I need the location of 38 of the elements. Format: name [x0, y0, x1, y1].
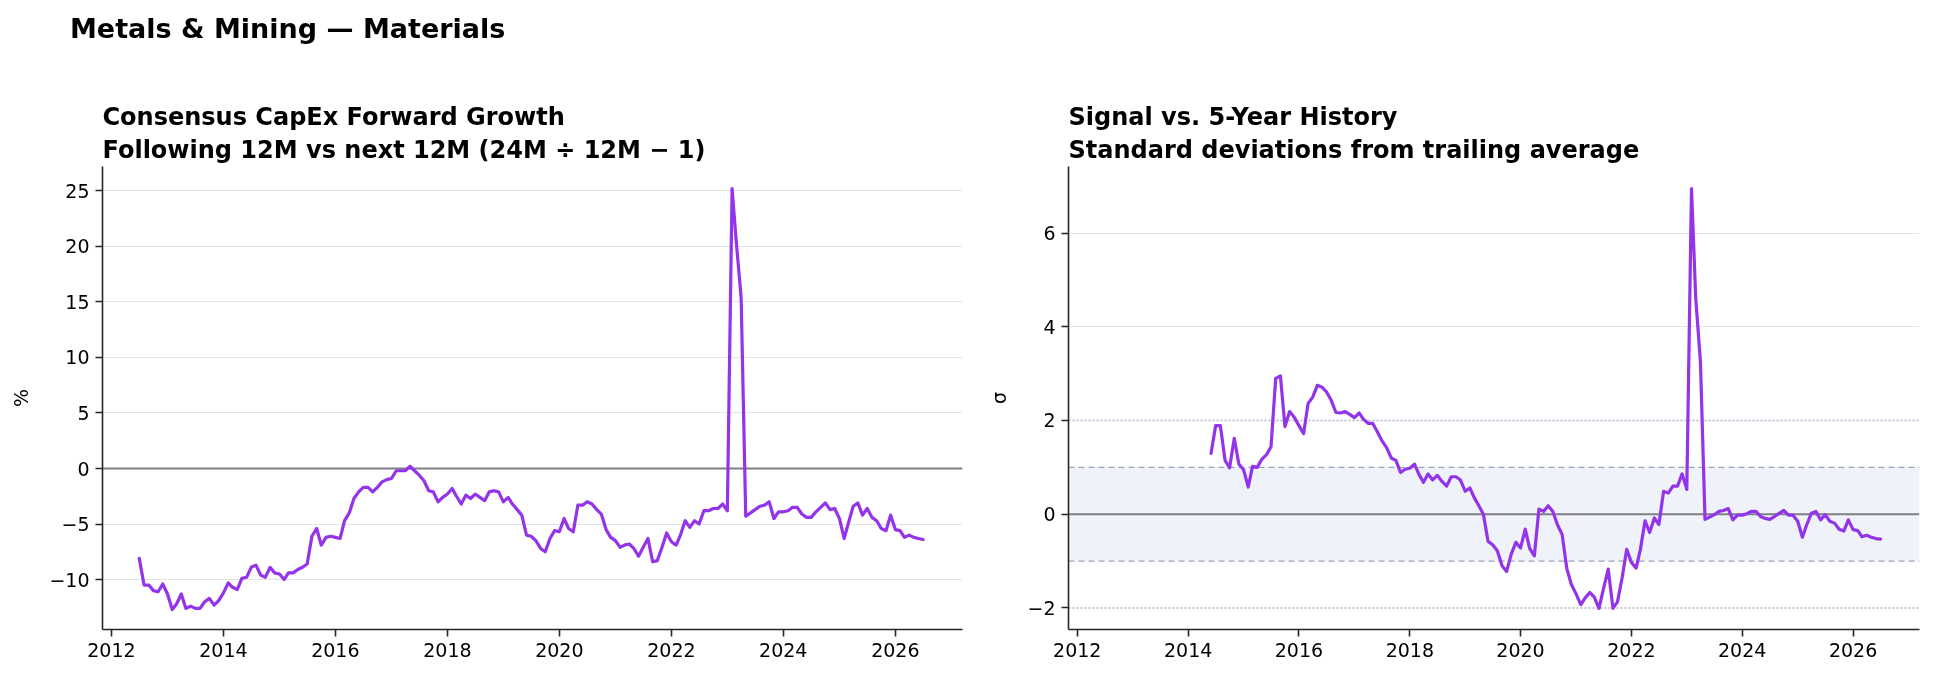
y-tick-label: 25: [65, 179, 90, 202]
y-tick-label: 6: [1043, 222, 1056, 245]
chart-subtitle: Standard deviations from trailing average: [1068, 135, 1640, 164]
chart-subtitle: Following 12M vs next 12M (24M ÷ 12M − 1): [102, 135, 706, 164]
y-tick-label: −10: [49, 568, 90, 591]
text: Metals & Mining — Materials: [70, 12, 506, 46]
x-tick-label: 2018: [1385, 638, 1434, 661]
y-axis-title: σ: [988, 391, 1011, 405]
x-tick-label: 2024: [759, 638, 808, 661]
y-tick-label: 10: [65, 346, 90, 369]
y-tick-label: −5: [61, 513, 90, 536]
chart-title: Signal vs. 5-Year History: [1068, 102, 1398, 131]
x-tick-label: 2012: [87, 638, 136, 661]
y-tick-label: −2: [1027, 596, 1056, 619]
x-tick-label: 2022: [1607, 638, 1656, 661]
x-tick-label: 2026: [871, 638, 920, 661]
x-tick-label: 2020: [1496, 638, 1545, 661]
line-series: [1209, 186, 1883, 611]
x-tick-label: 2012: [1053, 638, 1102, 661]
y-tick-label: 5: [77, 401, 90, 424]
y-tick-label: 20: [65, 235, 90, 258]
y-tick-label: 2: [1043, 409, 1056, 432]
chart-title: Consensus CapEx Forward Growth: [102, 102, 565, 131]
x-tick-label: 2016: [1274, 638, 1324, 661]
x-tick-label: 2022: [647, 638, 696, 661]
y-tick-label: 4: [1043, 315, 1056, 338]
x-tick-label: 2020: [535, 638, 584, 661]
x-tick-label: 2024: [1717, 638, 1767, 661]
x-tick-label: 2026: [1828, 638, 1878, 661]
x-tick-label: 2016: [311, 638, 360, 661]
line-series: [137, 187, 925, 612]
x-tick-label: 2014: [1164, 638, 1213, 661]
x-tick-label: 2014: [199, 638, 248, 661]
x-tick-label: 2018: [423, 638, 472, 661]
y-tick-label: 0: [77, 457, 90, 480]
y-tick-label: 0: [1043, 503, 1056, 526]
y-tick-label: 15: [65, 290, 90, 313]
y-axis-title: %: [10, 388, 33, 408]
